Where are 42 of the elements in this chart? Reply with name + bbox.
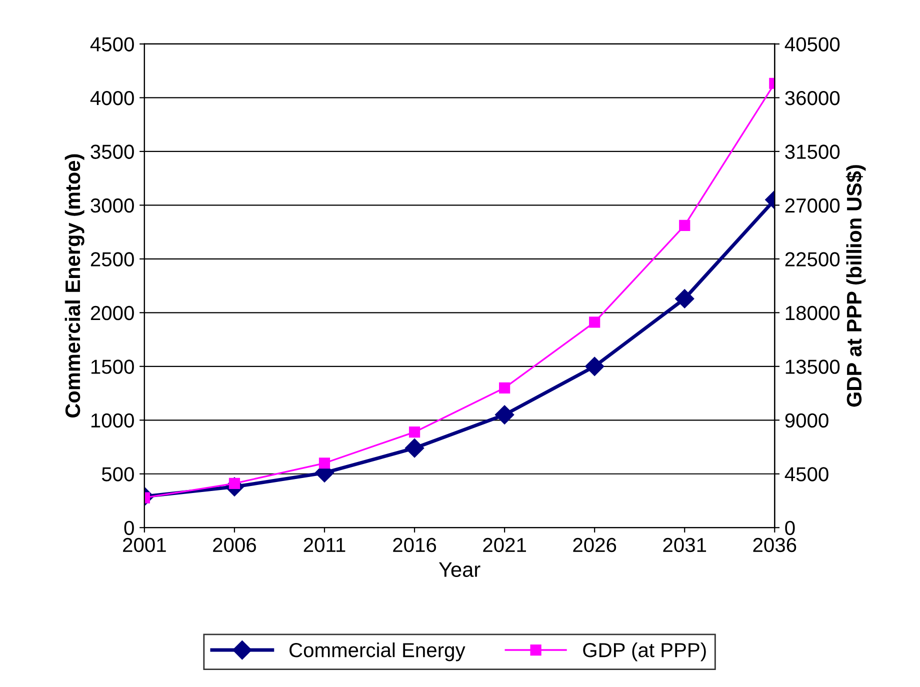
y-tick-label: 2000: [90, 306, 134, 320]
y2-tick-label: 18000: [786, 306, 840, 320]
y-axis-title: Commercial Energy (mtoe): [64, 154, 84, 418]
point: [585, 356, 604, 376]
x-tick-label: 2031: [663, 538, 706, 552]
x-tick-label: 2026: [573, 538, 616, 552]
y2-tick-label: 31500: [785, 144, 840, 159]
legend-label: Commercial Energy: [290, 642, 466, 662]
x-tick-label: 2036: [753, 538, 796, 552]
point: [495, 405, 514, 424]
x-tick-label: 2001: [123, 538, 166, 552]
point: [499, 382, 510, 394]
y2-tick-label: 4500: [784, 467, 828, 482]
y-tick-label: 4000: [90, 90, 134, 106]
y2-tick-label: 13500: [786, 360, 840, 374]
point: [589, 316, 600, 328]
point: [679, 220, 690, 232]
y-tick-label: 1500: [91, 360, 134, 374]
y-tick-label: 3000: [90, 198, 134, 213]
y2-axis-title: GDP at PPP (billion US$): [846, 165, 866, 407]
legend-label: GDP (at PPP): [583, 642, 706, 662]
y-tick-label: 4500: [90, 37, 134, 52]
x-tick-label: 2021: [483, 538, 526, 552]
y2-tick-label: 22500: [785, 252, 840, 266]
y-tick-label: 500: [102, 467, 134, 482]
y2-tick-label: 27000: [785, 198, 840, 213]
y-tick-label: 3500: [90, 144, 134, 159]
x-tick-label: 2011: [304, 538, 346, 552]
y-tick-label: 1000: [91, 413, 134, 428]
y2-tick-label: 40500: [784, 37, 840, 52]
point: [675, 289, 694, 308]
x-tick-label: 2006: [213, 538, 256, 552]
y-tick-label: 0: [124, 520, 134, 536]
x-tick-label: 2016: [393, 538, 436, 552]
point: [318, 458, 330, 469]
y-tick-label: 2500: [90, 252, 134, 266]
point: [404, 438, 424, 458]
y2-tick-label: 0: [785, 520, 795, 536]
x-axis-title: Year: [438, 562, 480, 577]
point: [408, 426, 420, 438]
y2-tick-label: 9000: [785, 413, 828, 428]
y2-tick-label: 36000: [785, 90, 840, 106]
